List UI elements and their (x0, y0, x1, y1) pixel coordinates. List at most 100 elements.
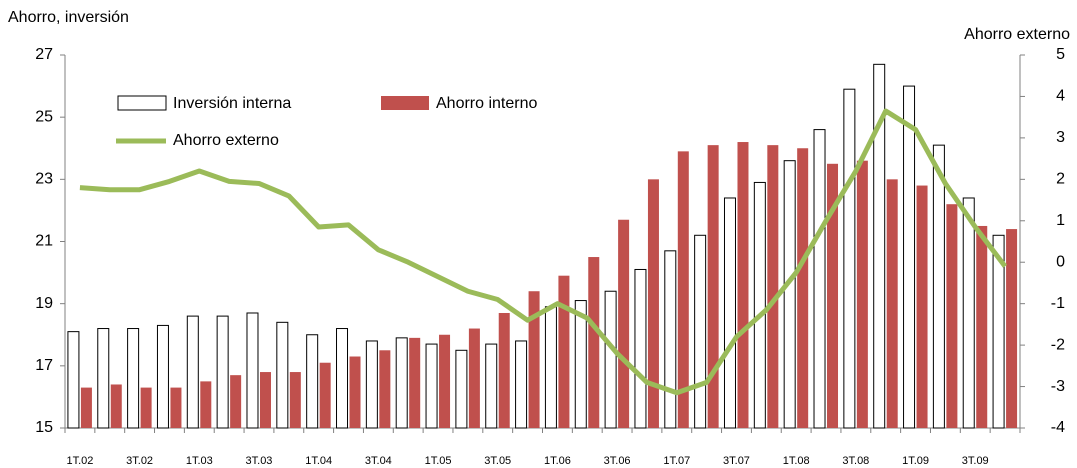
bar (873, 63, 886, 429)
x-tick-label: 3T.07 (723, 455, 750, 467)
bar (170, 387, 182, 428)
bar (903, 85, 916, 429)
bar (604, 290, 617, 429)
bar (246, 312, 259, 429)
bar (528, 291, 540, 428)
legend-swatch (381, 96, 429, 110)
y2-tick-label: 5 (1056, 46, 1065, 63)
y2-tick-label: 2 (1056, 171, 1065, 188)
bar (946, 204, 958, 428)
y-tick-label: 15 (35, 419, 53, 436)
bar (498, 312, 510, 428)
bar (156, 324, 169, 429)
bar (289, 372, 301, 428)
bar (140, 387, 152, 428)
bar (349, 356, 361, 428)
bar (767, 145, 779, 428)
x-tick-label: 1T.03 (186, 455, 213, 467)
x-tick-label: 1T.09 (902, 455, 929, 467)
bar (916, 185, 928, 428)
y2-tick-label: -4 (1051, 419, 1065, 436)
x-tick-label: 1T.02 (66, 455, 93, 467)
y2-axis-title: Ahorro externo (964, 26, 1070, 43)
bar (485, 343, 498, 429)
legend-label: Inversión interna (173, 95, 291, 112)
bar (813, 129, 826, 429)
bar (468, 328, 480, 428)
bar (783, 160, 796, 429)
bar (544, 306, 557, 429)
bar (259, 372, 271, 428)
bar (992, 234, 1005, 429)
bar (127, 328, 140, 429)
bar (97, 328, 110, 429)
legend: Inversión interna Ahorro interno Ahorro … (116, 95, 537, 149)
bar (737, 142, 749, 429)
bar (80, 387, 92, 428)
x-tick-label: 3T.09 (962, 455, 989, 467)
y2-tick-label: 3 (1056, 129, 1065, 146)
bar (319, 362, 331, 428)
bar (230, 375, 242, 428)
x-tick-label: 3T.05 (484, 455, 511, 467)
bar (216, 315, 229, 429)
x-tick-label: 3T.03 (246, 455, 273, 467)
bar (574, 300, 587, 429)
bar (379, 350, 391, 428)
bar (336, 328, 349, 429)
x-tick-label: 1T.05 (425, 455, 452, 467)
bar (365, 340, 378, 429)
bar (110, 384, 122, 428)
y2-tick-label: 1 (1056, 212, 1065, 229)
x-tick-label: 3T.06 (604, 455, 631, 467)
bar (962, 197, 975, 429)
bar (306, 334, 319, 429)
x-tick-label: 1T.06 (544, 455, 571, 467)
bar (618, 219, 630, 428)
x-tick-label: 1T.08 (783, 455, 810, 467)
y2-tick-label: -1 (1051, 295, 1065, 312)
x-tick-label: 3T.08 (842, 455, 869, 467)
y-tick-label: 25 (35, 108, 53, 125)
y2-tick-label: -3 (1051, 378, 1065, 395)
bar (827, 163, 839, 428)
bar (1006, 229, 1018, 428)
x-tick-label: 1T.04 (305, 455, 332, 467)
bar (515, 340, 528, 429)
bar (976, 225, 988, 428)
bar (186, 315, 199, 429)
bar (723, 197, 736, 429)
bar (886, 179, 898, 428)
bar (276, 321, 289, 429)
legend-label: Ahorro interno (436, 95, 537, 112)
y2-tick-label: 0 (1056, 253, 1065, 270)
bar (664, 250, 677, 429)
x-tick-label: 3T.02 (126, 455, 153, 467)
y2-tick-label: 4 (1056, 88, 1065, 105)
bar (707, 145, 719, 428)
bar (439, 334, 451, 428)
y-tick-label: 27 (35, 46, 53, 63)
legend-label: Ahorro externo (173, 132, 279, 149)
x-tick-label: 1T.07 (663, 455, 690, 467)
bar (932, 144, 945, 429)
bar (558, 275, 570, 428)
bar (647, 179, 659, 428)
y-axis-title: Ahorro, inversión (8, 9, 129, 26)
bar (425, 343, 438, 429)
y-tick-label: 23 (35, 171, 53, 188)
legend-swatch (117, 95, 167, 111)
line (79, 108, 1008, 396)
y-tick-label: 17 (35, 357, 53, 374)
bar (395, 337, 408, 429)
bar (843, 88, 856, 429)
bar (634, 268, 647, 429)
bar (856, 160, 868, 428)
bar (455, 349, 468, 429)
bar (409, 337, 421, 428)
bar (588, 257, 600, 428)
y-tick-label: 19 (35, 295, 53, 312)
bar (797, 148, 809, 428)
bar (694, 234, 707, 429)
